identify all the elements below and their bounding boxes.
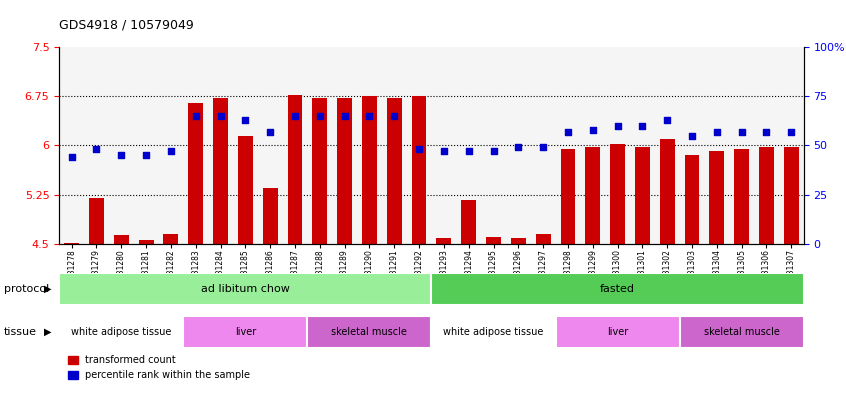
FancyBboxPatch shape: [679, 316, 804, 348]
FancyBboxPatch shape: [59, 273, 431, 305]
FancyBboxPatch shape: [431, 316, 556, 348]
Text: GDS4918 / 10579049: GDS4918 / 10579049: [59, 18, 194, 31]
Point: [586, 127, 600, 133]
Bar: [213, 98, 228, 244]
Text: skeletal muscle: skeletal muscle: [704, 327, 780, 337]
Point: [512, 144, 525, 151]
Point: [90, 146, 103, 152]
Point: [65, 154, 79, 160]
Bar: [660, 139, 674, 244]
Text: fasted: fasted: [600, 284, 635, 294]
Bar: [288, 95, 302, 244]
Bar: [536, 234, 551, 244]
Bar: [759, 147, 774, 244]
Bar: [684, 155, 700, 244]
Bar: [338, 98, 352, 244]
Text: ad libitum chow: ad libitum chow: [201, 284, 290, 294]
Bar: [635, 147, 650, 244]
Text: liver: liver: [234, 327, 256, 337]
Point: [363, 113, 376, 119]
FancyBboxPatch shape: [59, 316, 184, 348]
Text: white adipose tissue: white adipose tissue: [443, 327, 544, 337]
Bar: [610, 144, 625, 244]
Bar: [585, 147, 600, 244]
FancyBboxPatch shape: [431, 273, 804, 305]
Bar: [412, 96, 426, 244]
Bar: [561, 149, 575, 244]
Bar: [437, 239, 451, 244]
Point: [437, 148, 451, 154]
Point: [387, 113, 401, 119]
Point: [710, 129, 723, 135]
Point: [140, 152, 153, 158]
Bar: [734, 149, 749, 244]
Point: [735, 129, 749, 135]
Point: [189, 113, 202, 119]
FancyBboxPatch shape: [184, 316, 307, 348]
Bar: [784, 147, 799, 244]
Text: white adipose tissue: white adipose tissue: [71, 327, 172, 337]
Bar: [89, 198, 104, 244]
Point: [486, 148, 500, 154]
Point: [288, 113, 302, 119]
Point: [114, 152, 128, 158]
FancyBboxPatch shape: [556, 316, 679, 348]
Bar: [139, 240, 153, 244]
Bar: [238, 136, 253, 244]
Point: [561, 129, 574, 135]
Bar: [312, 98, 327, 244]
Point: [214, 113, 228, 119]
Point: [164, 148, 178, 154]
Bar: [263, 188, 277, 244]
Bar: [189, 103, 203, 244]
Bar: [710, 151, 724, 244]
Point: [685, 132, 699, 139]
Point: [536, 144, 550, 151]
Point: [412, 146, 426, 152]
Text: ▶: ▶: [44, 284, 52, 294]
Text: skeletal muscle: skeletal muscle: [332, 327, 408, 337]
Legend: transformed count, percentile rank within the sample: transformed count, percentile rank withi…: [64, 352, 255, 384]
Bar: [64, 243, 79, 244]
Bar: [486, 237, 501, 244]
Point: [784, 129, 798, 135]
Point: [611, 123, 624, 129]
Point: [239, 117, 252, 123]
Bar: [511, 239, 525, 244]
FancyBboxPatch shape: [307, 316, 431, 348]
Point: [462, 148, 475, 154]
Bar: [461, 200, 476, 244]
Point: [338, 113, 351, 119]
Bar: [387, 98, 402, 244]
Text: tissue: tissue: [4, 327, 37, 337]
Point: [263, 129, 277, 135]
Point: [635, 123, 649, 129]
Text: protocol: protocol: [4, 284, 49, 294]
Bar: [163, 234, 179, 244]
Point: [313, 113, 327, 119]
Bar: [114, 235, 129, 244]
Point: [760, 129, 773, 135]
Point: [661, 117, 674, 123]
Text: liver: liver: [607, 327, 629, 337]
Text: ▶: ▶: [44, 327, 52, 337]
Bar: [362, 96, 376, 244]
